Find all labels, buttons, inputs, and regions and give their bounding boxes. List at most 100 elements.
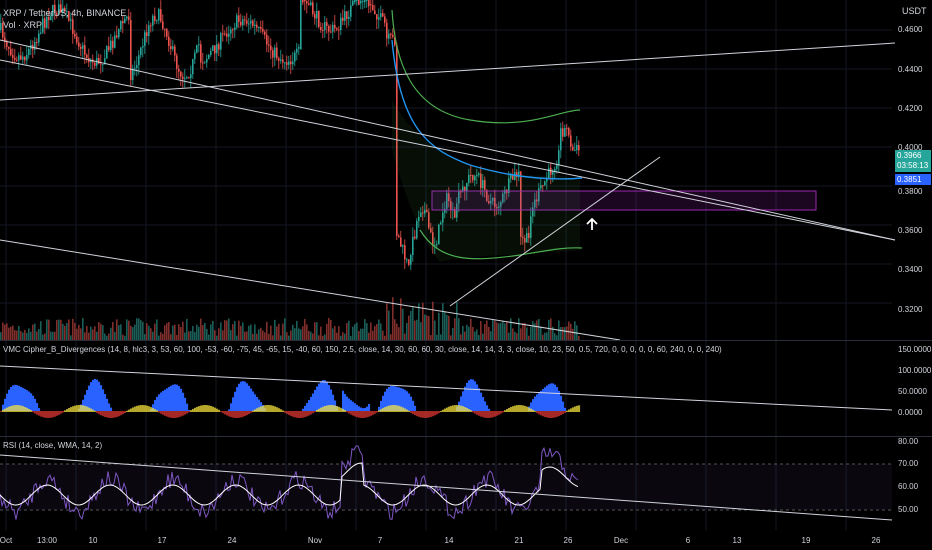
cipher-wave-bar — [166, 388, 169, 411]
candle-body — [426, 209, 428, 213]
cipher-wave-bar — [178, 386, 181, 411]
money-flow-bar — [142, 405, 145, 412]
money-flow-bar — [220, 411, 223, 413]
candle-body — [440, 222, 442, 225]
volume-bar — [366, 323, 368, 340]
money-flow-bar — [456, 405, 459, 412]
cipher-wave-bar — [184, 397, 187, 411]
time-tick: 14 — [444, 536, 454, 545]
money-flow-bar — [368, 411, 371, 417]
money-flow-bar — [564, 411, 567, 413]
candle-body — [312, 2, 314, 15]
volume-bar — [240, 325, 242, 340]
volume-bar — [118, 325, 120, 340]
money-flow-bar — [130, 408, 133, 412]
candle-body — [40, 32, 42, 34]
pane-separator-bottom[interactable] — [0, 436, 932, 437]
volume-bar — [578, 335, 580, 340]
candle-body — [120, 21, 122, 30]
volume-bar — [102, 325, 104, 340]
volume-bar — [414, 320, 416, 340]
volume-bar — [320, 326, 322, 340]
symbol-title[interactable]: XRP / TetherUS, 4h, BINANCE — [3, 8, 127, 18]
candle-body — [306, 1, 308, 4]
cipher-wave-bar — [248, 385, 251, 411]
money-flow-bar — [116, 411, 119, 417]
candle-body — [66, 11, 68, 13]
candle-body — [232, 29, 234, 31]
volume-bar — [568, 321, 570, 340]
candle-body — [46, 16, 48, 28]
money-flow-bar — [476, 411, 479, 415]
candle-body — [358, 0, 360, 5]
cipher-wave-bar — [466, 382, 469, 411]
money-flow-bar — [230, 411, 233, 418]
volume-bar — [250, 324, 252, 340]
candle-body — [362, 0, 364, 2]
volume-bar — [232, 324, 234, 340]
volume-bar — [538, 319, 540, 340]
money-flow-bar — [34, 411, 37, 414]
volume-bar — [6, 323, 8, 340]
volume-bar — [72, 318, 74, 340]
cipher-wave-bar — [96, 379, 99, 411]
cipher-wave-bar — [478, 388, 481, 411]
volume-bar — [32, 324, 34, 340]
money-flow-bar — [180, 411, 183, 417]
money-flow-bar — [60, 411, 63, 414]
pane-separator-top[interactable] — [0, 340, 932, 341]
candle-body — [70, 19, 72, 21]
money-flow-bar — [510, 406, 513, 412]
time-tick: 26 — [871, 536, 881, 545]
candle-body — [246, 20, 248, 24]
volume-bar — [170, 334, 172, 340]
money-flow-bar — [552, 411, 555, 418]
money-flow-bar — [308, 411, 311, 416]
cipher-title[interactable]: VMC Cipher_B_Divergences (14, 8, hlc3, 3… — [3, 345, 722, 354]
money-flow-bar — [236, 411, 239, 418]
candle-body — [124, 18, 126, 24]
cipher-wave-bar — [316, 386, 319, 411]
volume-bar — [442, 303, 444, 340]
candle-body — [78, 42, 80, 47]
candle-body — [378, 17, 380, 20]
candle-body — [512, 174, 514, 180]
money-flow-bar — [36, 411, 39, 415]
volume-title[interactable]: Vol · XRP — [3, 20, 43, 30]
candle-body — [566, 127, 568, 129]
cipher-wave-bar — [484, 401, 487, 411]
money-flow-bar — [154, 409, 157, 412]
candle-body — [74, 33, 76, 37]
cipher-tick: 150.0000 — [898, 345, 932, 354]
candle-body — [502, 193, 504, 203]
cipher-tick: 100.0000 — [898, 366, 932, 375]
money-flow-bar — [262, 405, 265, 412]
time-tick: 13:00 — [36, 536, 58, 545]
candle-body — [160, 9, 162, 22]
candle-body — [274, 47, 276, 58]
rsi-title[interactable]: RSI (14, close, WMA, 14, 2) — [3, 441, 103, 450]
volume-bar — [180, 326, 182, 340]
money-flow-bar — [66, 409, 69, 412]
candle-body — [536, 199, 538, 202]
money-flow-bar — [162, 411, 165, 415]
money-flow-bar — [406, 409, 409, 412]
candle-body — [220, 33, 222, 50]
cipher-tick: 0.0000 — [898, 408, 923, 417]
money-flow-bar — [520, 405, 523, 412]
candle-body — [390, 33, 392, 35]
candle-body — [454, 209, 456, 218]
candle-body — [2, 23, 4, 38]
money-flow-bar — [360, 411, 363, 418]
money-flow-bar — [400, 406, 403, 412]
money-flow-bar — [10, 405, 13, 412]
volume-bar — [390, 334, 392, 340]
volume-bar — [478, 335, 480, 340]
cipher-wave-bar — [486, 405, 489, 411]
candle-body — [236, 15, 238, 28]
cipher-wave-bar — [310, 396, 313, 411]
money-flow-bar — [74, 405, 77, 412]
money-flow-bar — [292, 411, 295, 417]
volume-bar — [90, 326, 92, 340]
